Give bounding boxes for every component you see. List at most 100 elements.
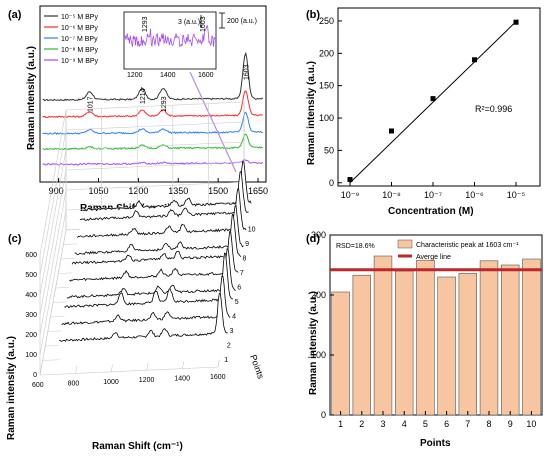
panel-c-spectrum-mask	[69, 231, 239, 309]
legend-label: 10⁻⁹ M BPy	[61, 58, 99, 65]
panel-c-ztick-label: 1	[224, 357, 228, 364]
panel-d-xtick-label: 2	[359, 419, 364, 429]
spectrum-line	[42, 90, 263, 119]
panel-a-label: (a)	[8, 9, 22, 21]
panel-b-xtick-label: 10⁻⁷	[424, 190, 442, 200]
panel-c-ztick-label: 10	[248, 226, 256, 233]
panel-c-zlabel: Points	[248, 353, 266, 380]
panel-c-ztick-label: 5	[235, 299, 239, 306]
panel-b-xtick-label: 10⁻⁸	[382, 190, 401, 200]
panel-c-back-grid	[65, 161, 245, 171]
inset-spectrum	[124, 25, 216, 48]
panel-d-xlabel: Points	[420, 438, 451, 449]
panel-c-spectrum	[79, 171, 249, 221]
panel-d-bar	[458, 273, 478, 416]
panel-a-spectra	[42, 51, 264, 166]
panel-c-spectrum	[74, 205, 244, 256]
panel-c-xtick-label: 800	[68, 380, 80, 387]
panel-c-ztick-label: 2	[227, 342, 231, 349]
panel-c-spectrum	[76, 188, 247, 238]
panel-b-fit-line	[349, 19, 519, 184]
panel-b-frame	[337, 7, 541, 187]
panel-c-spectrum	[64, 252, 234, 309]
panel-b-ytick-label: 150	[319, 81, 334, 91]
panel-a-xtick-label: 1200	[128, 186, 148, 196]
panel-c-spectrum-mask	[77, 188, 247, 266]
scale-bar-200-text: 200 (a.u.)	[227, 18, 257, 25]
panel-b-xtick-label: 10⁻⁹	[341, 190, 360, 200]
panel-d-bar	[416, 259, 435, 416]
panel-b-ytick-label: 50	[324, 145, 334, 155]
panel-a-xtick-label: 1050	[88, 186, 108, 196]
panel-a-frame	[39, 5, 267, 183]
panel-d-label: (d)	[306, 233, 320, 245]
panel-c-xtick-label: 1600	[210, 374, 226, 381]
inset-xtick-1400: 1400	[160, 72, 176, 79]
legend-bar-swatch	[397, 239, 413, 249]
panel-c-spectrum-mask	[61, 276, 231, 353]
panel-c-xtick-label: 1400	[174, 376, 190, 383]
panel-c-ztick-label: 9	[245, 241, 249, 248]
panel-c-side-grid	[39, 169, 67, 316]
panel-d: (d) 0 100 200 300 1 2 3 4 5 6 7 8 9 10 RSD=18.6% Char…	[306, 230, 543, 449]
panel-d-xtick-label: 7	[465, 419, 470, 429]
peak-label: 1017	[88, 96, 95, 112]
panel-b-r2: R²=0.996	[475, 104, 512, 114]
panel-b-ytick-label: 250	[319, 16, 334, 26]
panel-d-bar	[500, 264, 520, 416]
panel-c-back-grid	[65, 181, 245, 191]
peak-label: 1214	[140, 88, 147, 104]
panel-c-side-grid	[39, 129, 67, 276]
inset-xtick-1200: 1200	[127, 72, 143, 79]
panel-c-xtick-label: 1000	[103, 379, 119, 386]
panel-b-label: (b)	[306, 9, 320, 21]
panel-c-ztick-label: 8	[243, 255, 247, 262]
panel-c-label: (c)	[8, 233, 22, 245]
panel-d-xtick-label: 5	[423, 419, 428, 429]
panel-d-bar	[331, 291, 350, 416]
spectrum-line	[42, 159, 264, 166]
panel-d-xtick-label: 1	[338, 419, 343, 429]
peak-label: 1603	[244, 64, 251, 80]
panel-a-xtick-label: 1350	[168, 186, 188, 196]
panel-b-xtick-label: 10⁻⁵	[507, 190, 526, 200]
peak-label: 1293	[161, 96, 168, 112]
panel-d-rsd: RSD=18.6%	[336, 243, 375, 250]
panel-c-ztick-label: 6	[237, 284, 241, 291]
legend-bar-label: Characteristic peak at 1603 cm⁻¹	[416, 242, 519, 249]
panel-d-axes: 0 100 200 300 1 2 3 4 5 6 7 8 9 10	[311, 230, 536, 429]
panel-d-ytick-label: 100	[311, 350, 326, 360]
panel-c-ztick-label: 4	[232, 313, 236, 320]
panel-d-xtick-label: 8	[486, 419, 491, 429]
panel-d-bar	[373, 255, 393, 416]
inset-xtick-1600: 1600	[198, 72, 214, 79]
panel-b-ytick-label: 0	[329, 178, 334, 188]
legend-label: 10⁻⁸ M BPy	[61, 47, 98, 54]
panel-d-bar	[394, 270, 414, 416]
panel-d-xtick-label: 6	[444, 419, 449, 429]
panel-c-spectrum	[71, 213, 242, 265]
panel-b-point	[513, 19, 519, 25]
panel-c-ztick-label: 3	[230, 328, 234, 335]
panel-b-ytick-label: 100	[319, 113, 334, 123]
panel-b-point	[430, 96, 436, 102]
panel-c-ytick-label: 500	[25, 272, 37, 279]
panel-c-xlabel: Raman Shift (cm⁻¹)	[92, 441, 183, 452]
panel-a-xtick-label: 1650	[248, 186, 268, 196]
panel-b-xlabel: Concentration (M)	[388, 206, 474, 217]
panel-b-ytick-label: 200	[319, 48, 334, 58]
panel-c-spectrum	[82, 161, 252, 212]
panel-d-bar	[522, 258, 541, 416]
panel-c-spectrum	[59, 293, 228, 342]
panel-b-ylabel: Raman intensity (a.u.)	[306, 61, 317, 165]
panel-d-xtick-label: 10	[526, 419, 536, 429]
panel-c-spectrum	[66, 248, 236, 299]
panel-a-xtick-label: 1500	[208, 186, 228, 196]
inset-peak-1293: 1293	[142, 16, 149, 32]
panel-c-side-grid	[39, 189, 67, 336]
panel-b-point	[347, 177, 353, 183]
panel-c-ytick-label: 200	[25, 332, 37, 339]
panel-c-xtick-label: 1200	[139, 377, 155, 384]
